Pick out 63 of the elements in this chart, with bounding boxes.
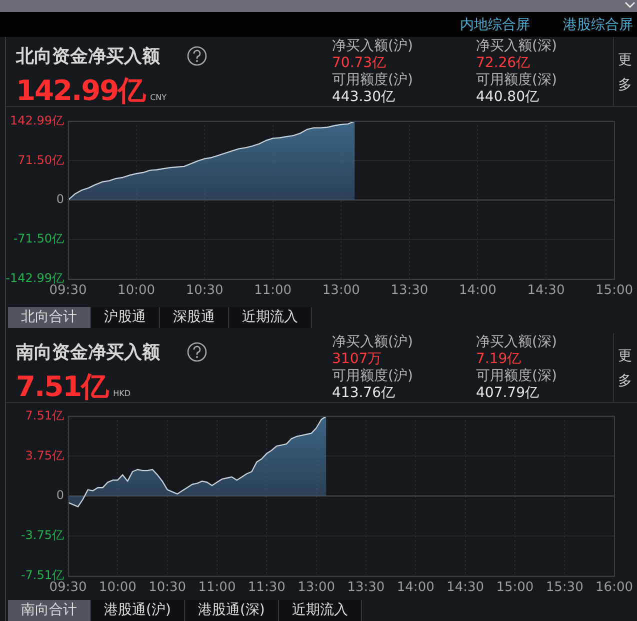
text: 净买入额(深) — [476, 334, 557, 351]
text: 更多 — [618, 51, 633, 95]
y-tick-label: -71.50亿 — [13, 232, 64, 246]
x-tick-label: 10:30 — [186, 283, 224, 298]
text: 可用额度(沪) — [332, 72, 413, 89]
y-tick-label: 142.99亿 — [10, 113, 64, 128]
x-tick-label: 15:00 — [496, 580, 534, 596]
x-tick-label: 13:30 — [390, 283, 428, 298]
text: CNY — [150, 93, 167, 103]
x-tick-label: 09:30 — [49, 283, 87, 298]
y-tick-label: 3.75亿 — [25, 448, 64, 462]
x-tick-label: 09:30 — [49, 580, 87, 596]
chart-title: 北向资金净买入额 — [16, 46, 160, 68]
x-tick-label: 14:30 — [527, 283, 565, 298]
x-tick-label: 14:00 — [396, 580, 434, 596]
x-tick-label: 13:30 — [347, 580, 385, 596]
x-tick-label: 11:00 — [254, 283, 292, 298]
tab[interactable]: 北向合计 — [8, 307, 91, 328]
x-tick-label: 14:00 — [458, 283, 496, 298]
text: 70.73亿 — [332, 55, 386, 72]
text: 净买入额(沪) — [332, 334, 413, 351]
text: 3107万 — [332, 351, 382, 368]
text: 413.76亿 — [332, 385, 395, 402]
x-tick-label: 11:00 — [198, 580, 236, 596]
y-tick-label: -142.99亿 — [6, 271, 64, 286]
tab[interactable]: 港股通(沪) — [91, 600, 185, 621]
x-tick-label: 16:00 — [596, 580, 633, 596]
x-tick-label: 10:30 — [148, 580, 186, 596]
text: 443.30亿 — [332, 89, 395, 106]
x-tick-label: 10:00 — [118, 283, 156, 298]
tab[interactable]: 深股通 — [160, 307, 229, 328]
y-tick-label: 0 — [56, 488, 64, 502]
text: HKD — [113, 389, 131, 399]
tab[interactable]: 南向合计 — [8, 600, 91, 621]
text: 407.79亿 — [476, 385, 539, 402]
y-tick-label: 71.50亿 — [18, 152, 64, 167]
text: 440.80亿 — [476, 89, 539, 106]
x-tick-label: 11:30 — [248, 580, 286, 596]
text: 内地综合屏 — [460, 16, 530, 34]
x-tick-label: 13:00 — [298, 580, 336, 596]
text: 更多 — [618, 347, 633, 391]
tab[interactable]: 近期流入 — [229, 307, 312, 328]
tab[interactable]: 沪股通 — [91, 307, 160, 328]
x-tick-label: 15:30 — [546, 580, 584, 596]
tab[interactable]: 近期流入 — [278, 600, 362, 621]
y-tick-label: -3.75亿 — [20, 528, 64, 542]
y-tick-label: 7.51亿 — [25, 408, 64, 422]
x-tick-label: 14:30 — [446, 580, 484, 596]
text: 净买入额(沪) — [332, 38, 413, 55]
text: 7.19亿 — [476, 351, 522, 368]
text: 港股综合屏 — [563, 16, 633, 34]
x-tick-label: 10:00 — [98, 580, 136, 596]
text: 可用额度(深) — [476, 72, 557, 89]
x-tick-label: 15:00 — [596, 283, 633, 298]
text: 可用额度(沪) — [332, 368, 413, 385]
text: 净买入额(深) — [476, 38, 557, 55]
y-tick-label: 0 — [56, 192, 64, 206]
y-tick-label: -7.51亿 — [20, 568, 64, 582]
tab[interactable]: 港股通(深) — [184, 600, 279, 621]
text: 可用额度(深) — [476, 368, 557, 385]
text: 72.26亿 — [476, 55, 530, 72]
x-tick-label: 13:00 — [322, 283, 360, 298]
chart-title: 南向资金净买入额 — [16, 342, 160, 364]
